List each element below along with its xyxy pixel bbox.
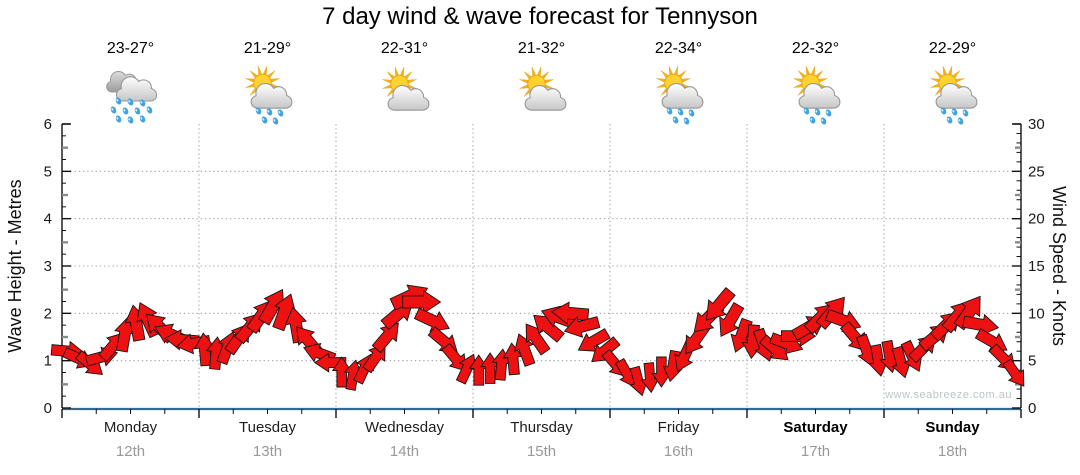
wind-arrow xyxy=(525,323,551,356)
date-label: 16th xyxy=(663,443,694,460)
weather-icon-sun-shower xyxy=(793,66,841,125)
raindrop-icon xyxy=(672,116,679,124)
raindrop-icon xyxy=(951,108,958,116)
cloud-icon xyxy=(250,83,293,109)
raindrop-icon xyxy=(683,117,690,125)
right-tick-label: 5 xyxy=(1028,353,1036,370)
raindrop-icon xyxy=(809,116,816,124)
weather-icon-sun-shower xyxy=(930,66,978,125)
wind-arrow xyxy=(371,322,399,354)
cloud-icon xyxy=(798,83,841,109)
left-tick-label: 3 xyxy=(44,258,52,275)
temp-range-label: 22-32° xyxy=(791,40,840,57)
raindrop-icon xyxy=(115,97,122,105)
right-tick-label: 10 xyxy=(1028,305,1045,322)
wind-arrow xyxy=(413,307,450,332)
date-label: 14th xyxy=(389,443,420,460)
temp-range-label: 22-31° xyxy=(380,40,429,57)
raindrop-icon xyxy=(115,115,122,123)
right-tick-label: 20 xyxy=(1028,211,1045,228)
wind-arrow xyxy=(1002,358,1025,387)
raindrop-icon xyxy=(122,107,129,115)
raindrop-icon xyxy=(110,106,117,114)
wind-arrow xyxy=(563,315,601,338)
raindrop-icon xyxy=(957,117,964,125)
cloud-icon xyxy=(115,76,158,102)
left-tick-label: 4 xyxy=(44,211,52,228)
day-label: Wednesday xyxy=(365,419,444,436)
temp-range-label: 23-27° xyxy=(106,40,155,57)
raindrop-icon xyxy=(127,116,134,124)
raindrop-icon xyxy=(825,109,832,117)
right-tick-label: 25 xyxy=(1028,163,1045,180)
day-label: Saturday xyxy=(783,419,848,436)
raindrop-icon xyxy=(688,109,695,117)
raindrop-icon xyxy=(677,108,684,116)
right-tick-label: 0 xyxy=(1028,400,1036,417)
right-tick-label: 15 xyxy=(1028,258,1045,275)
day-label: Tuesday xyxy=(239,419,296,436)
left-tick-label: 0 xyxy=(44,400,52,417)
raindrop-icon xyxy=(940,107,947,115)
date-label: 17th xyxy=(800,443,831,460)
date-label: 18th xyxy=(937,443,968,460)
temp-range-label: 21-29° xyxy=(243,40,292,57)
left-tick-label: 6 xyxy=(44,116,52,133)
wind-arrows xyxy=(50,284,1025,397)
weather-icon-rain xyxy=(106,71,158,124)
raindrop-icon xyxy=(666,107,673,115)
raindrop-icon xyxy=(139,99,146,107)
weather-icon-partly-cloudy xyxy=(382,67,430,111)
cloud-icon xyxy=(387,85,430,111)
raindrop-icon xyxy=(255,107,262,115)
right-tick-label: 30 xyxy=(1028,116,1045,133)
wind-arrow xyxy=(441,342,467,372)
date-label: 12th xyxy=(115,443,146,460)
left-tick-label: 5 xyxy=(44,163,52,180)
raindrop-icon xyxy=(266,108,273,116)
raindrop-icon xyxy=(146,106,153,114)
weather-icon-sun-shower xyxy=(656,66,704,125)
cloud-icon xyxy=(524,85,567,111)
raindrop-icon xyxy=(820,117,827,125)
weather-icon-partly-cloudy xyxy=(519,67,567,111)
wind-arrow xyxy=(514,333,536,367)
date-label: 15th xyxy=(526,443,557,460)
date-label: 13th xyxy=(252,443,283,460)
temp-range-label: 22-29° xyxy=(928,40,977,57)
raindrop-icon xyxy=(277,109,284,117)
left-tick-label: 2 xyxy=(44,305,52,322)
temp-range-label: 22-34° xyxy=(654,40,703,57)
left-tick-label: 1 xyxy=(44,353,52,370)
watermark: www.seabreeze.com.au xyxy=(885,389,1012,401)
wind-arrow xyxy=(953,295,981,331)
temp-range-label: 21-32° xyxy=(517,40,566,57)
raindrop-icon xyxy=(946,116,953,124)
cloud-icon xyxy=(935,83,978,109)
day-label: Thursday xyxy=(510,419,573,436)
raindrop-icon xyxy=(272,117,279,125)
wind-arrow xyxy=(719,301,745,338)
wind-arrow xyxy=(551,301,590,325)
raindrop-icon xyxy=(127,98,134,106)
cloud-icon xyxy=(661,83,704,109)
weather-icon-sun-shower xyxy=(245,66,293,125)
day-label: Monday xyxy=(103,419,158,436)
wind-arrow xyxy=(705,287,736,321)
chart-title: 7 day wind & wave forecast for Tennyson xyxy=(322,3,758,30)
raindrop-icon xyxy=(139,115,146,123)
raindrop-icon xyxy=(134,107,141,115)
day-label: Friday xyxy=(657,419,700,436)
day-label: Sunday xyxy=(925,419,980,436)
raindrop-icon xyxy=(962,109,969,117)
raindrop-icon xyxy=(814,108,821,116)
raindrop-icon xyxy=(803,107,810,115)
raindrop-icon xyxy=(261,116,268,124)
